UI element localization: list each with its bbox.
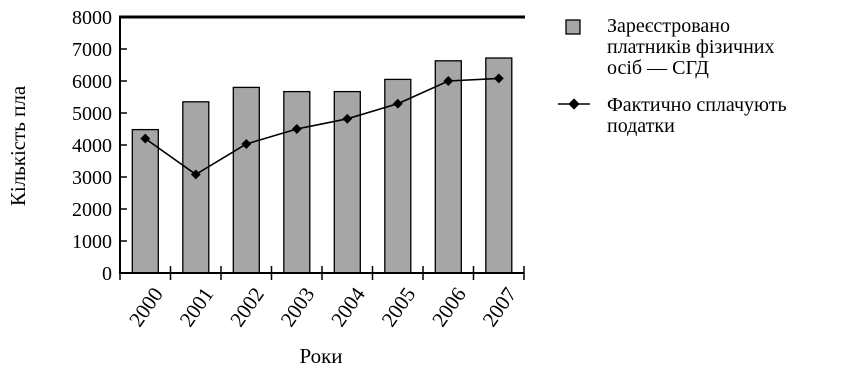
y-tick-label: 4000	[72, 135, 112, 157]
y-tick-label: 3000	[72, 167, 112, 189]
legend-label-line: Фактично сплачують податки	[607, 94, 792, 137]
x-tick-label-2002: 2002	[225, 283, 269, 331]
legend-marker-sample	[568, 98, 580, 110]
bar-2002	[232, 86, 260, 274]
bar-series	[131, 57, 513, 274]
legend: Зареєстровано платників фізичних осіб — …	[558, 15, 792, 137]
legend-label-line-line-2: податки	[607, 115, 675, 137]
bar-2000	[131, 128, 159, 274]
axes	[119, 15, 525, 274]
line-path	[144, 77, 499, 176]
legend-label-bars-line-3: осіб — СГД	[607, 57, 709, 79]
legend-item-bars: Зареєстровано платників фізичних осіб — …	[565, 15, 780, 79]
y-tick-label: 7000	[72, 39, 112, 61]
legend-label-line-line-1: Фактично сплачують	[607, 94, 787, 116]
x-tick-label-2004: 2004	[326, 282, 370, 331]
x-tick-label-2003: 2003	[276, 283, 320, 331]
y-axis-ticks: 0 1000 2000 3000 4000 5000 6000 7000 8000	[72, 7, 127, 285]
x-axis-title: Роки	[299, 344, 342, 367]
bar-2001	[182, 101, 210, 274]
bar-2003	[283, 90, 311, 274]
legend-item-line: Фактично сплачують податки	[558, 94, 792, 137]
line-point-2002	[241, 139, 252, 149]
legend-label-bars: Зареєстровано платників фізичних осіб — …	[607, 15, 780, 79]
x-axis-ticks: 2000 2001 2002 2003 2004 2005 2006 2007	[119, 266, 525, 331]
line-point-2001	[190, 169, 201, 180]
x-tick-label-2005: 2005	[377, 283, 421, 331]
line-point-2000	[140, 133, 151, 144]
legend-label-bars-line-2: платників фізичних	[607, 36, 775, 58]
x-tick-label-2001: 2001	[175, 283, 219, 331]
bar-2007	[485, 57, 513, 274]
x-tick-label-2007: 2007	[478, 283, 522, 331]
x-tick-label-2006: 2006	[427, 283, 471, 331]
y-tick-label: 6000	[72, 71, 112, 93]
legend-label-bars-line-1: Зареєстровано	[607, 15, 730, 37]
bar-2006	[434, 60, 462, 274]
x-tick-label-2000: 2000	[124, 283, 168, 331]
y-tick-label: 5000	[72, 103, 112, 125]
bar-2005	[384, 78, 412, 274]
legend-swatch-bars	[565, 19, 581, 35]
y-tick-label: 1000	[72, 231, 112, 253]
y-tick-label: 8000	[72, 7, 112, 29]
y-tick-label: 0	[102, 263, 112, 285]
y-tick-label: 2000	[72, 199, 112, 221]
y-axis-title: Кількість пла	[6, 85, 30, 206]
